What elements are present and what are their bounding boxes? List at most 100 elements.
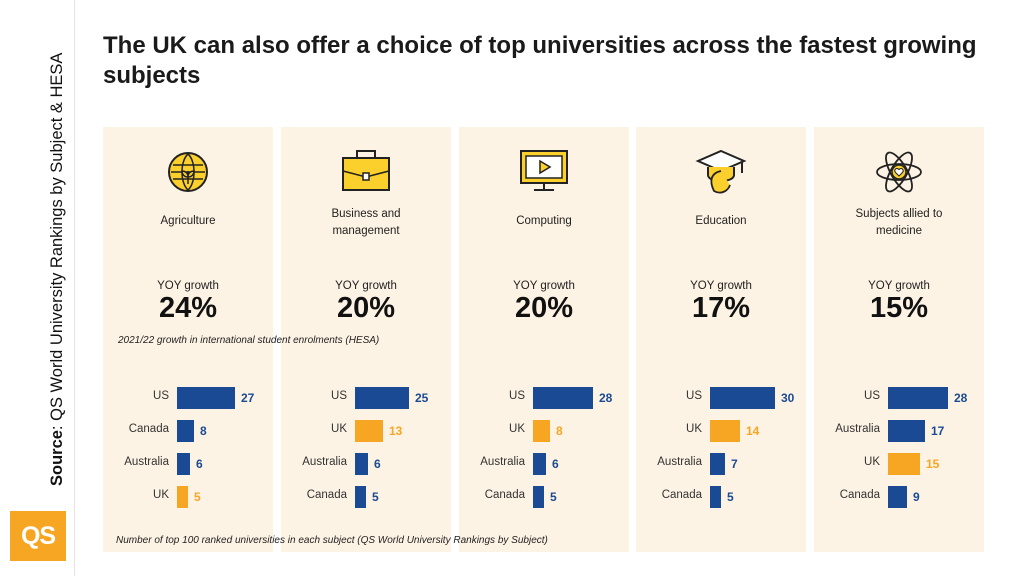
bar-category-label: UK [864, 456, 880, 468]
yoy-growth-value: 17% [691, 292, 751, 324]
bar [710, 486, 721, 508]
bar-row: UK 15 [814, 453, 984, 475]
bar-row: Canada 5 [459, 486, 629, 508]
subject-name-line: Education [695, 215, 747, 227]
bar-category-label: Canada [128, 423, 169, 435]
logo-text: QS [20, 521, 56, 550]
subject-panel: Computing YOY growth 20% US 28 UK 8 Australia 6 C… [459, 127, 629, 552]
bar-category-label: UK [686, 423, 702, 435]
bar-value-label: 13 [389, 424, 403, 438]
bar-row: Australia 17 [814, 420, 984, 442]
yoy-growth-label: YOY growth [335, 280, 397, 292]
bar-value-label: 27 [241, 391, 255, 405]
subject-panel: Subjects allied to medicine YOY growth 15% U… [814, 127, 984, 552]
bar-category-label: Canada [661, 489, 702, 501]
page-title: The UK can also offer a choice of top un… [103, 32, 977, 89]
bar-value-label: 15 [926, 457, 940, 471]
bar-category-label: Canada [839, 489, 880, 501]
bar-row: Canada 9 [814, 486, 984, 508]
subject-panel: Agriculture YOY growth 24% US 27 Canada 8 Austr… [103, 127, 273, 552]
subject-name-line: medicine [875, 225, 923, 237]
subject-name-line: Subjects allied to [855, 208, 943, 220]
bar-category-label: UK [153, 489, 169, 501]
subject-name: Subjects allied to medicine [814, 206, 984, 240]
bar [355, 486, 366, 508]
bar-category-label: US [864, 390, 880, 402]
bar-value-label: 5 [372, 490, 379, 504]
bar-row: Canada 8 [103, 420, 273, 442]
bar-category-label: Australia [835, 423, 880, 435]
bar-row: US 28 [814, 387, 984, 409]
yoy-growth-value: 24% [158, 292, 218, 324]
subject-name: Business and management [281, 206, 451, 240]
bar [710, 453, 725, 475]
yoy-growth-value: 20% [336, 292, 396, 324]
yoy-growth-label: YOY growth [690, 280, 752, 292]
bar-row: UK 13 [281, 420, 451, 442]
bar [888, 387, 948, 409]
bar-row: Australia 6 [281, 453, 451, 475]
bar-value-label: 6 [552, 457, 559, 471]
bar-row: UK 14 [636, 420, 806, 442]
bar-row: US 30 [636, 387, 806, 409]
bar [533, 453, 546, 475]
subject-panel: Education YOY growth 17% US 30 UK 14 Australia 7… [636, 127, 806, 552]
bar-row: Australia 6 [103, 453, 273, 475]
subject-name: Computing [459, 213, 629, 230]
bar-category-label: Australia [657, 456, 702, 468]
briefcase-icon [281, 147, 451, 199]
yoy-growth-value: 20% [514, 292, 574, 324]
bar-value-label: 5 [194, 490, 201, 504]
bar [533, 486, 544, 508]
subject-name-line: Agriculture [160, 215, 216, 227]
bar-category-label: US [153, 390, 169, 402]
bar-value-label: 5 [727, 490, 734, 504]
bar-row: US 28 [459, 387, 629, 409]
bar-row: UK 5 [103, 486, 273, 508]
bar [177, 420, 194, 442]
bar [888, 453, 920, 475]
agriculture-icon [103, 147, 273, 199]
yoy-growth-label: YOY growth [868, 280, 930, 292]
bar [355, 387, 409, 409]
growth-note: 2021/22 growth in international student … [118, 335, 380, 346]
bar-category-label: US [686, 390, 702, 402]
bar-row: US 27 [103, 387, 273, 409]
graduation-cap-icon [636, 147, 806, 199]
bar-row: UK 8 [459, 420, 629, 442]
subject-name: Agriculture [103, 213, 273, 230]
bar-row: Australia 7 [636, 453, 806, 475]
bar [888, 486, 907, 508]
bar [355, 453, 368, 475]
yoy-growth-label: YOY growth [513, 280, 575, 292]
bar-value-label: 9 [913, 490, 920, 504]
bar-value-label: 14 [746, 424, 760, 438]
bar-category-label: US [331, 390, 347, 402]
bar-value-label: 5 [550, 490, 557, 504]
atom-heart-icon [814, 147, 984, 199]
subject-panel: Business and management YOY growth 20% US 25 U… [281, 127, 451, 552]
source-caption: Source: QS World University Rankings by … [48, 26, 67, 486]
bar-value-label: 6 [196, 457, 203, 471]
bar-value-label: 25 [415, 391, 429, 405]
bar-category-label: Canada [306, 489, 347, 501]
source-label: Source [48, 430, 66, 486]
bar-value-label: 30 [781, 391, 795, 405]
bar-category-label: Australia [302, 456, 347, 468]
bar [888, 420, 925, 442]
bar [177, 453, 190, 475]
yoy-growth-label: YOY growth [157, 280, 219, 292]
bar-category-label: Australia [480, 456, 525, 468]
ranking-note: Number of top 100 ranked universities in… [116, 535, 548, 546]
bar [355, 420, 383, 442]
bar-row: US 25 [281, 387, 451, 409]
bar-value-label: 8 [200, 424, 207, 438]
subject-name-line: Business and [331, 208, 401, 220]
left-sidebar: Source: QS World University Rankings by … [0, 0, 75, 576]
bar [177, 387, 235, 409]
bar-value-label: 28 [954, 391, 968, 405]
bar [710, 387, 775, 409]
bar-row: Australia 6 [459, 453, 629, 475]
bar-value-label: 7 [731, 457, 738, 471]
bar [177, 486, 188, 508]
